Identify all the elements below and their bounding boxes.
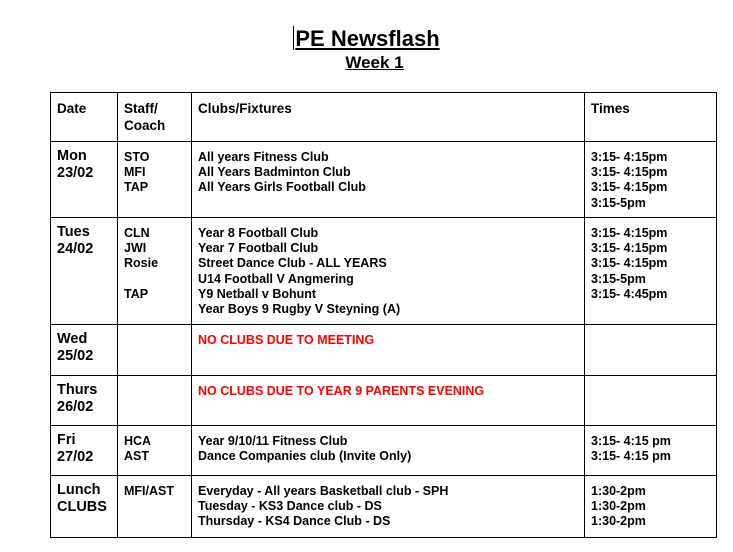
day-line: Thurs: [57, 382, 98, 398]
staff-line: [124, 272, 185, 287]
table-row: Mon 23/02 STO MFI TAP All years Fitness Club A…: [50, 141, 717, 218]
day-line: 23/02: [57, 165, 94, 181]
times-line: 3:15- 4:15pm: [591, 226, 668, 240]
day-cell: Mon 23/02: [50, 141, 118, 218]
staff-line: AST: [124, 449, 149, 464]
table-row: Lunch CLUBS MFI/AST Everyday - All years Ba…: [50, 475, 717, 538]
day-line: 26/02: [57, 399, 94, 415]
schedule-table: Date Staff/Coach Clubs/Fixtures Times Mo…: [50, 92, 717, 538]
table-row: Wed 25/02 NO CLUBS DUE TO MEETING: [50, 324, 717, 376]
times-line: 3:15- 4:15pm: [591, 180, 668, 195]
times-cell: [584, 324, 717, 376]
day-cell: Wed 25/02: [50, 324, 118, 376]
day-cell: Tues 24/02: [50, 217, 118, 325]
day-line: Lunch: [57, 482, 101, 498]
clubs-line: All Years Girls Football Club: [198, 180, 366, 195]
times-line: 3:15-5pm: [591, 195, 646, 210]
clubs-cell: All years Fitness Club All Years Badminto…: [191, 141, 585, 218]
day-line: 24/02: [57, 241, 94, 257]
staff-line: TAP: [124, 286, 149, 301]
clubs-line: Year 7 Football Club: [198, 241, 319, 256]
times-line: 3:15- 4:15pm: [591, 256, 668, 271]
clubs-cell: Year 8 Football Club Year 7 Football Club…: [191, 217, 585, 325]
staff-line: MFI/AST: [124, 484, 174, 498]
clubs-cell: Everyday - All years Basketball club - S…: [191, 475, 585, 538]
times-cell: 3:15- 4:15pm 3:15- 4:15pm 3:15- 4:15pm 3:15…: [584, 217, 717, 325]
day-line: Fri: [57, 432, 76, 448]
header-row: Date Staff/Coach Clubs/Fixtures Times: [50, 92, 717, 142]
day-cell: Thurs 26/02: [50, 375, 118, 426]
times-line: 1:30-2pm: [591, 499, 646, 514]
clubs-line: Everyday - All years Basketball club - S…: [198, 484, 449, 498]
clubs-line: NO CLUBS DUE TO YEAR 9 PARENTS EVENING: [198, 384, 485, 398]
staff-line: HCA: [124, 434, 152, 448]
clubs-cell: NO CLUBS DUE TO MEETING: [191, 324, 585, 376]
times-cell: [584, 375, 717, 426]
title-text: PE Newsflash: [295, 26, 440, 51]
times-line: 1:30-2pm: [591, 514, 646, 529]
day-line: Mon: [57, 148, 87, 164]
staff-line: JWI: [124, 241, 147, 256]
staff-cell: MFI/AST: [117, 475, 192, 538]
day-line: Wed: [57, 331, 88, 347]
clubs-line: All years Fitness Club: [198, 150, 329, 164]
clubs-line: Y9 Netball v Bohunt: [198, 286, 317, 301]
header-times: Times: [584, 92, 717, 142]
clubs-line: Street Dance Club - ALL YEARS: [198, 256, 387, 271]
clubs-line: All Years Badminton Club: [198, 165, 351, 180]
day-cell: Lunch CLUBS: [50, 475, 118, 538]
times-line: 1:30-2pm: [591, 484, 646, 498]
staff-cell: HCA AST: [117, 425, 192, 476]
page-title: PE Newsflash: [0, 26, 733, 52]
clubs-line: Dance Companies club (Invite Only): [198, 449, 412, 464]
clubs-line: Year 8 Football Club: [198, 226, 319, 240]
times-cell: 3:15- 4:15pm 3:15- 4:15pm 3:15- 4:15pm 3:15…: [584, 141, 717, 218]
header-date: Date: [50, 92, 118, 142]
staff-cell: STO MFI TAP: [117, 141, 192, 218]
times-line: 3:15- 4:15pm: [591, 150, 668, 164]
times-line: 3:15- 4:15 pm: [591, 449, 671, 464]
clubs-cell: Year 9/10/11 Fitness Club Dance Companies…: [191, 425, 585, 476]
staff-line: Rosie: [124, 256, 159, 271]
page-subtitle: Week 1: [345, 53, 404, 72]
table-row: Thurs 26/02 NO CLUBS DUE TO YEAR 9 PARENTS…: [50, 375, 717, 426]
day-line: 27/02: [57, 449, 94, 465]
day-cell: Fri 27/02: [50, 425, 118, 476]
staff-line: MFI: [124, 165, 146, 180]
table-row: Tues 24/02 CLN JWI Rosie TAP Year 8 Football …: [50, 217, 717, 325]
times-line: 3:15- 4:15 pm: [591, 434, 671, 448]
clubs-line: Year 9/10/11 Fitness Club: [198, 434, 348, 448]
staff-cell: [117, 324, 192, 376]
times-line: 3:15- 4:15pm: [591, 165, 668, 180]
day-line: Tues: [57, 224, 90, 240]
day-line: 25/02: [57, 348, 94, 364]
times-cell: 3:15- 4:15 pm 3:15- 4:15 pm: [584, 425, 717, 476]
times-cell: 1:30-2pm 1:30-2pm 1:30-2pm: [584, 475, 717, 538]
staff-line: TAP: [124, 180, 149, 195]
clubs-line: Thursday - KS4 Dance Club - DS: [198, 514, 391, 529]
header-clubs: Clubs/Fixtures: [191, 92, 585, 142]
clubs-line: NO CLUBS DUE TO MEETING: [198, 333, 375, 347]
times-line: 3:15-5pm: [591, 271, 646, 286]
times-line: 3:15- 4:15pm: [591, 241, 668, 256]
day-line: CLUBS: [57, 499, 107, 515]
staff-line: CLN: [124, 226, 150, 240]
clubs-line: Year Boys 9 Rugby V Steyning (A): [198, 302, 401, 317]
table-row: Fri 27/02 HCA AST Year 9/10/11 Fitness Club D…: [50, 425, 717, 476]
staff-cell: [117, 375, 192, 426]
header-staff: Staff/Coach: [117, 92, 192, 142]
clubs-cell: NO CLUBS DUE TO YEAR 9 PARENTS EVENING: [191, 375, 585, 426]
clubs-line: Tuesday - KS3 Dance club - DS: [198, 499, 382, 514]
times-line: 3:15- 4:45pm: [591, 286, 668, 301]
clubs-line: U14 Football V Angmering: [198, 271, 354, 286]
text-cursor: [293, 26, 295, 50]
staff-line: STO: [124, 150, 150, 164]
staff-cell: CLN JWI Rosie TAP: [117, 217, 192, 325]
